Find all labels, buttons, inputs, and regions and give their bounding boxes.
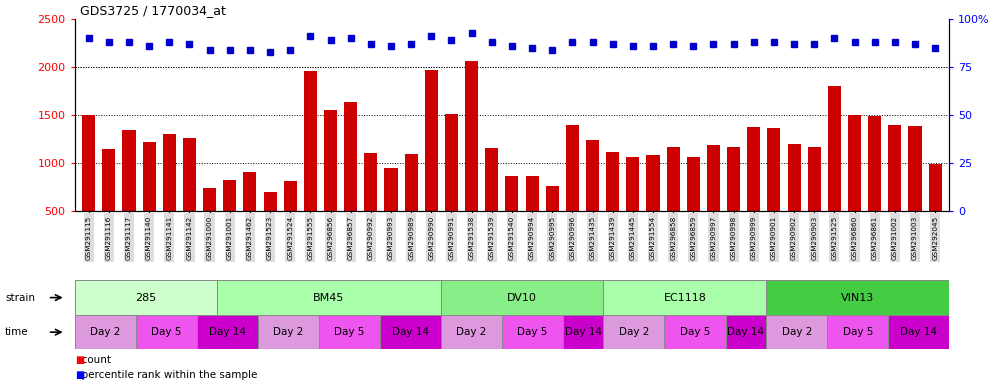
Text: Day 14: Day 14 <box>392 327 428 337</box>
Bar <box>385 168 398 259</box>
Bar <box>808 147 821 259</box>
Text: 285: 285 <box>135 293 156 303</box>
Text: strain: strain <box>5 293 35 303</box>
Bar <box>747 127 760 259</box>
Bar <box>183 138 196 259</box>
Text: time: time <box>5 327 29 337</box>
Bar <box>626 157 639 259</box>
Bar <box>485 148 498 259</box>
Bar <box>224 180 237 259</box>
Bar <box>283 182 297 259</box>
Bar <box>364 152 378 259</box>
Bar <box>304 71 317 259</box>
Bar <box>142 142 156 259</box>
Bar <box>344 102 357 259</box>
Bar <box>440 280 603 315</box>
Text: Day 5: Day 5 <box>151 327 181 337</box>
Bar <box>257 315 319 349</box>
Bar <box>928 164 941 259</box>
Bar <box>727 147 741 259</box>
Bar <box>787 144 800 259</box>
Bar <box>603 315 664 349</box>
Text: Day 2: Day 2 <box>781 327 812 337</box>
Bar <box>217 280 440 315</box>
Text: VIN13: VIN13 <box>841 293 875 303</box>
Text: Day 14: Day 14 <box>901 327 937 337</box>
Bar <box>664 315 726 349</box>
Text: GDS3725 / 1770034_at: GDS3725 / 1770034_at <box>80 4 226 17</box>
Text: ■: ■ <box>76 370 84 380</box>
Bar <box>828 86 841 259</box>
Bar <box>827 315 889 349</box>
Bar <box>586 140 599 259</box>
Bar <box>244 172 256 259</box>
Bar <box>75 315 135 349</box>
Text: Day 2: Day 2 <box>273 327 303 337</box>
Bar <box>687 157 700 259</box>
Bar <box>909 126 921 259</box>
Bar <box>163 134 176 259</box>
Bar <box>502 315 563 349</box>
Text: Day 14: Day 14 <box>565 327 601 337</box>
Bar <box>606 152 619 259</box>
Bar <box>440 315 502 349</box>
Bar <box>566 125 579 259</box>
Bar <box>465 61 478 259</box>
Bar <box>135 315 197 349</box>
Bar <box>766 280 949 315</box>
Text: Day 5: Day 5 <box>334 327 365 337</box>
Bar <box>197 315 257 349</box>
Bar <box>122 130 135 259</box>
Bar <box>445 114 458 259</box>
Text: Day 5: Day 5 <box>680 327 710 337</box>
Text: percentile rank within the sample: percentile rank within the sample <box>75 370 256 380</box>
Bar <box>380 315 440 349</box>
Text: Day 2: Day 2 <box>89 327 120 337</box>
Bar <box>603 280 766 315</box>
Bar <box>324 111 337 259</box>
Bar <box>667 147 680 259</box>
Bar <box>319 315 380 349</box>
Bar <box>203 188 216 259</box>
Bar <box>546 186 559 259</box>
Bar <box>405 154 417 259</box>
Bar <box>83 115 95 259</box>
Text: EC1118: EC1118 <box>663 293 707 303</box>
Bar <box>75 280 217 315</box>
Bar <box>848 115 861 259</box>
Text: count: count <box>75 355 110 365</box>
Bar <box>726 315 766 349</box>
Bar <box>263 192 276 259</box>
Bar <box>889 125 902 259</box>
Bar <box>424 70 437 259</box>
Bar <box>889 315 949 349</box>
Text: Day 2: Day 2 <box>619 327 649 337</box>
Text: Day 14: Day 14 <box>209 327 246 337</box>
Bar <box>505 176 519 259</box>
Text: Day 5: Day 5 <box>517 327 548 337</box>
Text: Day 2: Day 2 <box>456 327 486 337</box>
Text: Day 5: Day 5 <box>843 327 873 337</box>
Bar <box>102 149 115 259</box>
Bar <box>767 127 780 259</box>
Bar <box>868 116 882 259</box>
Bar <box>646 155 660 259</box>
Text: ■: ■ <box>76 355 84 365</box>
Text: DV10: DV10 <box>507 293 537 303</box>
Text: BM45: BM45 <box>313 293 345 303</box>
Bar <box>766 315 827 349</box>
Bar <box>707 145 720 259</box>
Bar <box>563 315 603 349</box>
Text: Day 14: Day 14 <box>728 327 764 337</box>
Bar <box>526 176 539 259</box>
